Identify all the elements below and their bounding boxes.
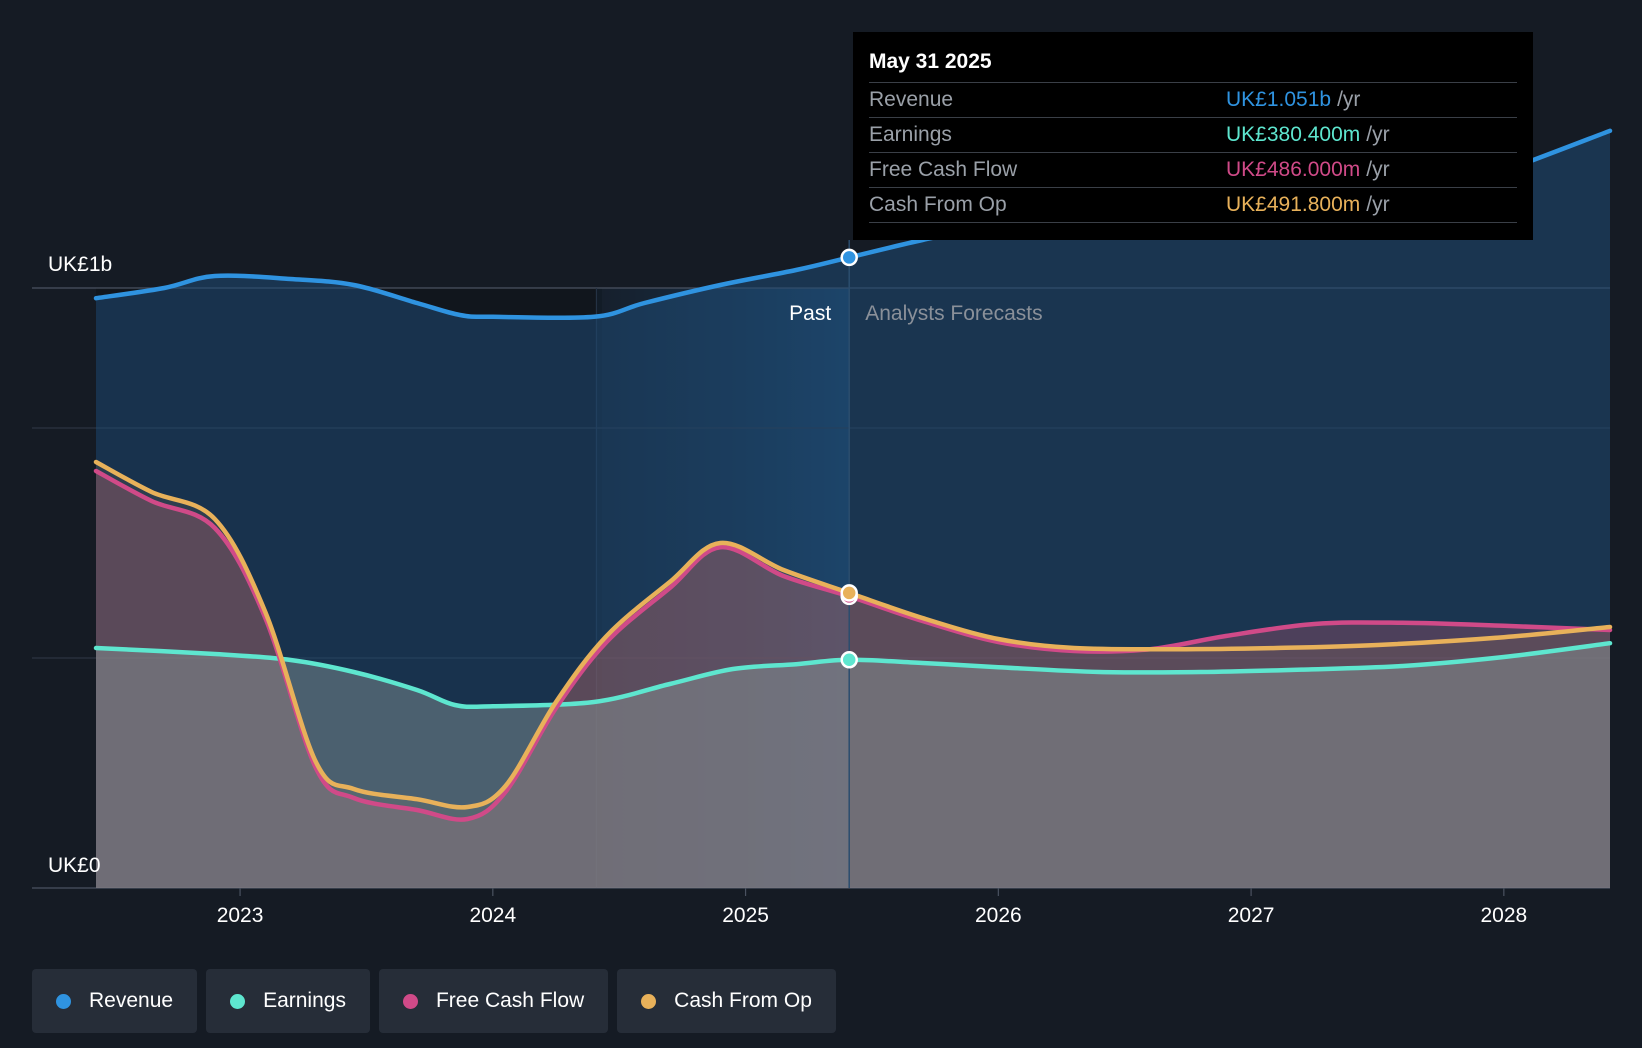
legend-dot-icon: [641, 993, 657, 1009]
tooltip-label: Earnings: [869, 123, 952, 146]
marker-earnings: [840, 651, 858, 669]
area-fcf: [96, 471, 1610, 888]
x-tick-label: 2023: [217, 904, 264, 927]
x-tick-label: 2028: [1480, 904, 1527, 927]
tooltip-row-revenue: Revenue UK£1.051b /yr: [869, 82, 1517, 117]
x-tick-label: 2025: [722, 904, 769, 927]
legend-dot-icon: [402, 993, 418, 1009]
chart-area: 2023 2024 2025 2026 2027 2028 UK£1b UK£0 Past…: [32, 128, 1613, 927]
tooltip-unit: /yr: [1337, 88, 1361, 111]
tooltip-label: Free Cash Flow: [869, 158, 1018, 181]
tooltip-row-earnings: Earnings UK£380.400m /yr: [869, 117, 1517, 152]
tooltip-row-cash-from-op: Cash From Op UK£491.800m /yr: [869, 187, 1517, 223]
legend-item-earnings[interactable]: Earnings: [206, 969, 370, 1033]
line-earnings: [93, 640, 1613, 710]
line-cfo: [93, 459, 1613, 810]
past-label: Past: [789, 302, 831, 325]
tooltip-value: UK£380.400m: [1226, 123, 1361, 146]
area-cfo: [96, 462, 1610, 888]
legend-label: Free Cash Flow: [435, 989, 585, 1012]
legend: Revenue Earnings Free Cash Flow Cash Fro…: [32, 969, 836, 1033]
tooltip-label: Revenue: [869, 88, 954, 111]
tooltip-unit: /yr: [1366, 123, 1390, 146]
legend-dot-icon: [56, 993, 71, 1009]
legend-item-free-cash-flow[interactable]: Free Cash Flow: [378, 969, 609, 1033]
tooltip-value: UK£486.000m: [1226, 158, 1361, 181]
marker-revenue: [840, 248, 858, 267]
legend-label: Cash From Op: [674, 989, 812, 1012]
tooltip-value: UK£1.051b: [1226, 88, 1332, 111]
tooltip-value: UK£491.800m: [1226, 193, 1361, 216]
series-lines: [93, 128, 1613, 822]
area-revenue: [96, 130, 1610, 889]
hover-markers: [840, 248, 858, 669]
legend-item-cash-from-op[interactable]: Cash From Op: [617, 969, 836, 1033]
tooltip: May 31 2025 Revenue UK£1.051b /yr Earnin…: [853, 32, 1533, 240]
tooltip-date: May 31 2025: [869, 50, 992, 73]
area-earnings: [96, 643, 1610, 888]
y-axis-bottom-label: UK£0: [48, 854, 101, 877]
tooltip-unit: /yr: [1366, 158, 1390, 181]
y-axis-top-label: UK£1b: [48, 253, 112, 276]
tooltip-row-free-cash-flow: Free Cash Flow UK£486.000m /yr: [869, 152, 1517, 187]
tooltip-label: Cash From Op: [869, 193, 1007, 216]
forecast-label: Analysts Forecasts: [865, 302, 1042, 325]
x-axis-ticks: 2023 2024 2025 2026 2027 2028: [217, 888, 1527, 927]
tooltip-unit: /yr: [1366, 193, 1390, 216]
legend-label: Earnings: [263, 989, 346, 1012]
x-tick-label: 2026: [975, 904, 1022, 927]
legend-label: Revenue: [89, 989, 174, 1012]
legend-dot-icon: [230, 993, 246, 1009]
marker-cfo: [840, 584, 858, 602]
series-areas: [96, 130, 1610, 889]
x-tick-label: 2024: [469, 904, 516, 927]
legend-item-revenue[interactable]: Revenue: [32, 969, 198, 1033]
x-tick-label: 2027: [1228, 904, 1275, 927]
